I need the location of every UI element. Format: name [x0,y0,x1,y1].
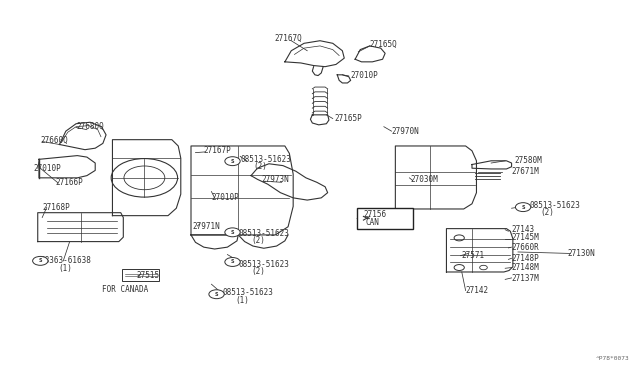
Text: 27010P: 27010P [34,164,61,173]
Circle shape [225,228,240,237]
Text: (1): (1) [236,296,250,305]
Text: 08363-61638: 08363-61638 [40,256,91,265]
Text: CAN: CAN [366,218,380,227]
Text: 08513-51623: 08513-51623 [238,260,289,269]
Text: 27167Q: 27167Q [274,34,302,44]
Text: S: S [38,259,42,263]
Text: 27130N: 27130N [568,249,596,258]
Text: 27142: 27142 [466,286,489,295]
Bar [122,269,159,280]
Text: 27165P: 27165P [334,114,362,123]
Text: 27680Q: 27680Q [76,122,104,131]
Text: FOR CANADA: FOR CANADA [102,285,148,294]
Text: 08513-51623: 08513-51623 [240,155,291,164]
Text: 27137M: 27137M [511,274,540,283]
Text: 27580M: 27580M [515,156,543,165]
Text: 27166P: 27166P [55,178,83,187]
Text: 27030M: 27030M [411,175,438,184]
Text: 08513-51623: 08513-51623 [223,288,274,297]
Circle shape [33,256,48,265]
Text: ^P78*0073: ^P78*0073 [596,356,630,361]
Text: S: S [522,205,525,210]
Text: 27515: 27515 [136,271,159,280]
Text: 27168P: 27168P [42,203,70,212]
Text: 08513-51623: 08513-51623 [529,201,580,210]
Text: 27010P: 27010P [351,71,378,80]
Text: 27145M: 27145M [511,233,540,243]
Text: 27010P: 27010P [211,193,239,202]
Text: 08513-51623: 08513-51623 [238,229,289,238]
Text: 27148M: 27148M [511,263,540,272]
Text: (1): (1) [58,264,72,273]
Text: 27970N: 27970N [392,126,419,136]
Text: 27671M: 27671M [511,167,540,176]
Circle shape [225,157,240,166]
Text: S: S [231,159,234,164]
Text: 27660Q: 27660Q [40,136,68,145]
Text: 27165Q: 27165Q [370,40,397,49]
Bar [357,208,413,229]
Text: (2): (2) [253,162,267,171]
Text: (2): (2) [251,267,265,276]
Text: 27660R: 27660R [511,243,540,251]
Text: 27167P: 27167P [204,146,232,155]
Text: 27143: 27143 [511,225,534,234]
Text: 27973N: 27973N [261,175,289,184]
Text: 27971N: 27971N [192,221,220,231]
Circle shape [209,290,224,299]
Text: 27148P: 27148P [511,254,540,263]
Text: S: S [231,230,234,235]
Text: (2): (2) [251,236,265,246]
Text: 27156: 27156 [364,211,387,219]
Circle shape [515,203,531,212]
Text: (2): (2) [540,208,554,217]
Text: S: S [231,260,234,264]
Text: S: S [215,292,218,297]
Circle shape [225,257,240,266]
Text: 27571: 27571 [462,251,485,260]
